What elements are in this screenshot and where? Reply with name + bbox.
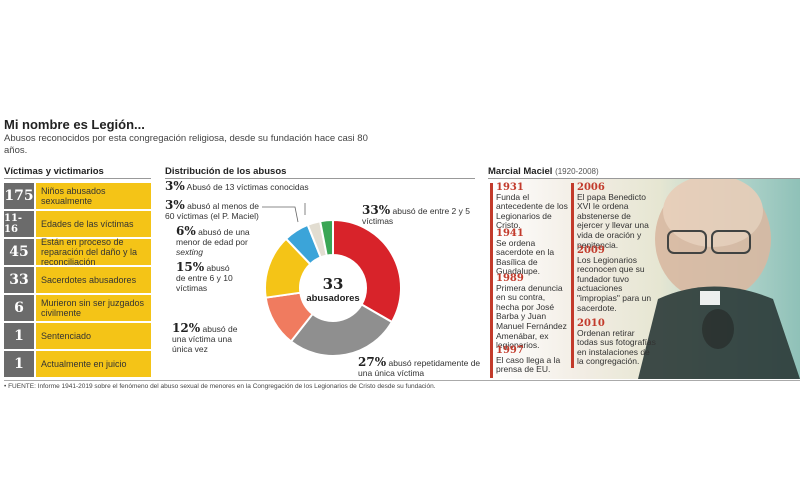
distribution-rule bbox=[165, 178, 475, 179]
slice-text: abusó de una víctima una única vez bbox=[172, 324, 238, 354]
slice-label: 27% abusó repetidamente de una única víc… bbox=[358, 355, 483, 378]
slice-percent: 6% bbox=[176, 224, 196, 238]
victims-rule bbox=[4, 178, 151, 179]
timeline-entry: 2009 Los Legionarios reconocen que su fu… bbox=[577, 246, 657, 313]
maciel-name: Marcial Maciel bbox=[488, 166, 553, 177]
slice-percent: 27% bbox=[358, 355, 387, 369]
slice-label: 33% abusó de entre 2 y 5 víctimas bbox=[362, 203, 472, 226]
slice-text-emphasis: sexting bbox=[176, 247, 203, 257]
victim-number: 11-16 bbox=[4, 211, 34, 237]
timeline-text: Ordenan retirar todas sus fotografías en… bbox=[577, 327, 656, 367]
victim-number: 175 bbox=[4, 183, 34, 209]
donut-slice bbox=[318, 218, 334, 257]
slice-label: 6% abusó de una menor de edad por sextin… bbox=[176, 224, 258, 257]
slice-text: abusó al menos de 60 víctimas (el P. Mac… bbox=[165, 201, 259, 221]
slice-percent: 3% bbox=[165, 179, 185, 193]
victim-row: 11-16 Edades de las víctimas bbox=[4, 211, 151, 237]
donut-slice bbox=[332, 218, 402, 324]
timeline-text: Primera denuncia en su contra, hecha por… bbox=[496, 282, 567, 351]
victim-number: 1 bbox=[4, 323, 34, 349]
maciel-portrait-background bbox=[488, 179, 800, 379]
timeline-entry: 2010 Ordenan retirar todas sus fotografí… bbox=[577, 319, 657, 367]
timeline-text: Funda el antecedente de los Legionarios … bbox=[496, 191, 568, 231]
source-footnote: • FUENTE: Informe 1941-2019 sobre el fen… bbox=[4, 383, 436, 390]
bottom-rule bbox=[4, 380, 800, 381]
victim-label: Actualmente en juicio bbox=[36, 351, 151, 377]
victim-label: Niños abusados sexualmente bbox=[36, 183, 151, 209]
slice-text: abusó de entre 2 y 5 víctimas bbox=[362, 206, 470, 226]
timeline-entry: 1989 Primera denuncia en su contra, hech… bbox=[496, 274, 568, 351]
donut-slice bbox=[289, 303, 394, 357]
timeline-year: 1989 bbox=[496, 273, 524, 284]
slice-text: abusó de entre 6 y 10 víctimas bbox=[176, 263, 233, 293]
timeline-entry: 1997 El caso llega a la prensa de EU. bbox=[496, 346, 568, 375]
victim-row: 1 Sentenciado bbox=[4, 323, 151, 349]
maciel-rule bbox=[488, 178, 800, 179]
victim-number: 45 bbox=[4, 239, 34, 265]
slice-text: abusó repetidamente de una única víctima bbox=[358, 358, 481, 378]
timeline-text: El caso llega a la prensa de EU. bbox=[496, 354, 561, 375]
slice-text: Abusó de 13 víctimas conocidas bbox=[186, 182, 309, 192]
timeline-year: 1941 bbox=[496, 228, 524, 239]
victim-label: Están en proceso de reparación del daño … bbox=[36, 237, 151, 267]
donut-slice bbox=[284, 223, 323, 266]
slice-percent: 3% bbox=[165, 198, 185, 212]
portrait-figure bbox=[638, 179, 800, 379]
infographic-subtitle: Abusos reconocidos por esta congregación… bbox=[4, 133, 368, 156]
victims-header: Víctimas y victimarios bbox=[4, 166, 104, 177]
slice-text: abusó de una menor de edad por bbox=[176, 227, 250, 247]
timeline-entry: 1931 Funda el antecedente de los Legiona… bbox=[496, 183, 568, 231]
timeline-line-left bbox=[490, 183, 493, 378]
victim-row: 175 Niños abusados sexualmente bbox=[4, 183, 151, 209]
donut-center-value: 33 bbox=[322, 275, 344, 293]
slice-leader-line bbox=[262, 206, 299, 223]
timeline-text: Los Legionarios reconocen que su fundado… bbox=[577, 254, 652, 313]
distribution-header: Distribución de los abusos bbox=[165, 166, 287, 177]
timeline-year: 2010 bbox=[577, 318, 605, 329]
victim-label: Edades de las víctimas bbox=[36, 211, 151, 237]
donut-slice bbox=[264, 237, 312, 299]
timeline-year: 1997 bbox=[496, 345, 524, 356]
victim-label: Murieron sin ser juzgados civilmente bbox=[36, 295, 151, 321]
victim-row: 6 Murieron sin ser juzgados civilmente bbox=[4, 295, 151, 321]
victim-row: 33 Sacerdotes abusadores bbox=[4, 267, 151, 293]
timeline-year: 2009 bbox=[577, 245, 605, 256]
timeline-year: 2006 bbox=[577, 182, 605, 193]
timeline-entry: 2006 El papa Benedicto XVI le ordena abs… bbox=[577, 183, 657, 250]
timeline-line-right bbox=[571, 183, 574, 368]
maciel-header: Marcial Maciel (1920-2008) bbox=[488, 166, 599, 177]
victim-label: Sacerdotes abusadores bbox=[36, 267, 151, 293]
slice-label: 3% Abusó de 13 víctimas conocidas bbox=[165, 179, 340, 193]
maciel-portrait bbox=[638, 179, 800, 379]
victim-number: 1 bbox=[4, 351, 34, 377]
slice-percent: 15% bbox=[176, 260, 205, 274]
infographic-title: Mi nombre es Legión... bbox=[4, 117, 145, 132]
timeline-text: El papa Benedicto XVI le ordena abstener… bbox=[577, 191, 649, 250]
victim-number: 6 bbox=[4, 295, 34, 321]
victim-row: 1 Actualmente en juicio bbox=[4, 351, 151, 377]
slice-percent: 12% bbox=[172, 321, 201, 335]
timeline-entry: 1941 Se ordena sacerdote en la Basílica … bbox=[496, 229, 568, 277]
victim-label: Sentenciado bbox=[36, 323, 151, 349]
maciel-years: (1920-2008) bbox=[555, 167, 599, 176]
donut-slice bbox=[306, 220, 328, 259]
slice-label: 12% abusó de una víctima una única vez bbox=[172, 321, 242, 354]
slice-label: 3% abusó al menos de 60 víctimas (el P. … bbox=[165, 198, 261, 221]
slice-percent: 33% bbox=[362, 203, 391, 217]
timeline-text: Se ordena sacerdote en la Basílica de Gu… bbox=[496, 237, 555, 277]
victim-number: 33 bbox=[4, 267, 34, 293]
victim-row: 45 Están en proceso de reparación del da… bbox=[4, 237, 151, 267]
timeline-year: 1931 bbox=[496, 182, 524, 193]
donut-center-label: abusadores bbox=[306, 293, 360, 304]
slice-label: 15% abusó de entre 6 y 10 víctimas bbox=[176, 260, 238, 293]
